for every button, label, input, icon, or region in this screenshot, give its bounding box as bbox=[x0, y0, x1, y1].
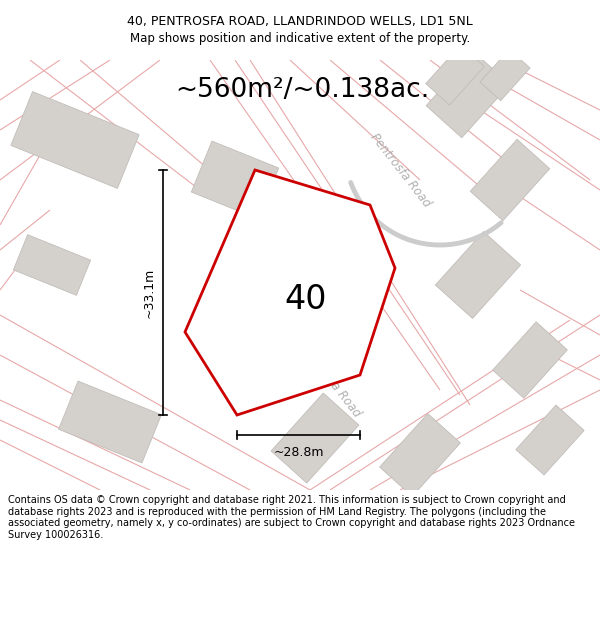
Text: Pentrosfa Road: Pentrosfa Road bbox=[297, 341, 363, 419]
Polygon shape bbox=[470, 139, 550, 221]
Polygon shape bbox=[516, 405, 584, 475]
Text: 40, PENTROSFA ROAD, LLANDRINDOD WELLS, LD1 5NL: 40, PENTROSFA ROAD, LLANDRINDOD WELLS, L… bbox=[127, 15, 473, 28]
Polygon shape bbox=[191, 141, 278, 219]
Polygon shape bbox=[202, 301, 288, 376]
Polygon shape bbox=[426, 45, 484, 105]
Polygon shape bbox=[13, 234, 91, 296]
Text: Map shows position and indicative extent of the property.: Map shows position and indicative extent… bbox=[130, 32, 470, 45]
Text: ~33.1m: ~33.1m bbox=[143, 268, 155, 318]
Polygon shape bbox=[426, 52, 510, 138]
Text: Pentrosfa Road: Pentrosfa Road bbox=[367, 131, 433, 209]
Polygon shape bbox=[271, 393, 359, 483]
Polygon shape bbox=[59, 381, 161, 463]
Text: Contains OS data © Crown copyright and database right 2021. This information is : Contains OS data © Crown copyright and d… bbox=[8, 495, 575, 540]
Text: ~560m²/~0.138ac.: ~560m²/~0.138ac. bbox=[175, 77, 429, 103]
Polygon shape bbox=[493, 322, 568, 398]
Text: 40: 40 bbox=[284, 282, 326, 316]
Polygon shape bbox=[11, 92, 139, 188]
Polygon shape bbox=[380, 414, 460, 496]
Text: ~28.8m: ~28.8m bbox=[273, 446, 324, 459]
Polygon shape bbox=[436, 231, 521, 319]
Polygon shape bbox=[480, 49, 530, 101]
Polygon shape bbox=[185, 170, 395, 415]
